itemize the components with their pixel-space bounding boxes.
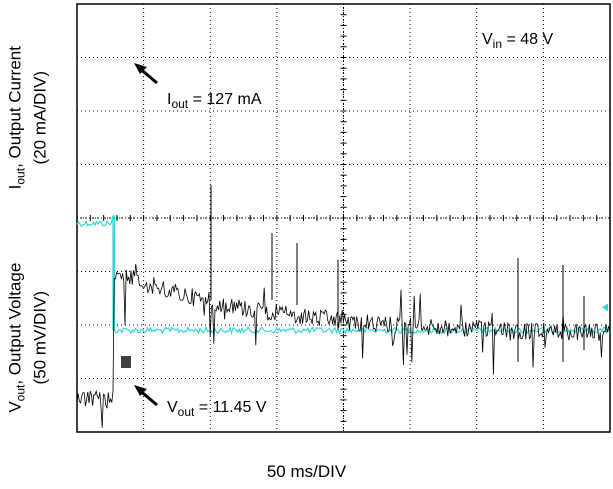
x-axis-label: 50 ms/DIV <box>266 462 347 481</box>
vin-annotation: Vin = 48 V <box>482 31 553 51</box>
plot-traces <box>76 185 611 428</box>
voltage-axis-label: Vout, Output Voltage (50 mV/DIV) <box>5 262 50 413</box>
current-annotation-arrow <box>134 63 158 85</box>
vout-annotation: Vout = 11.45 V <box>167 399 267 419</box>
current-axis-label: Iout, Output Current (20 mA/DIV) <box>5 46 50 190</box>
voltage-trace <box>76 263 611 428</box>
trigger-marker <box>121 356 131 368</box>
iout-annotation: Iout = 127 mA <box>167 91 262 111</box>
current-trace <box>76 215 611 336</box>
plot-grid <box>76 3 611 433</box>
voltage-annotation-arrow <box>134 385 158 407</box>
current-trace-marker <box>602 303 608 312</box>
